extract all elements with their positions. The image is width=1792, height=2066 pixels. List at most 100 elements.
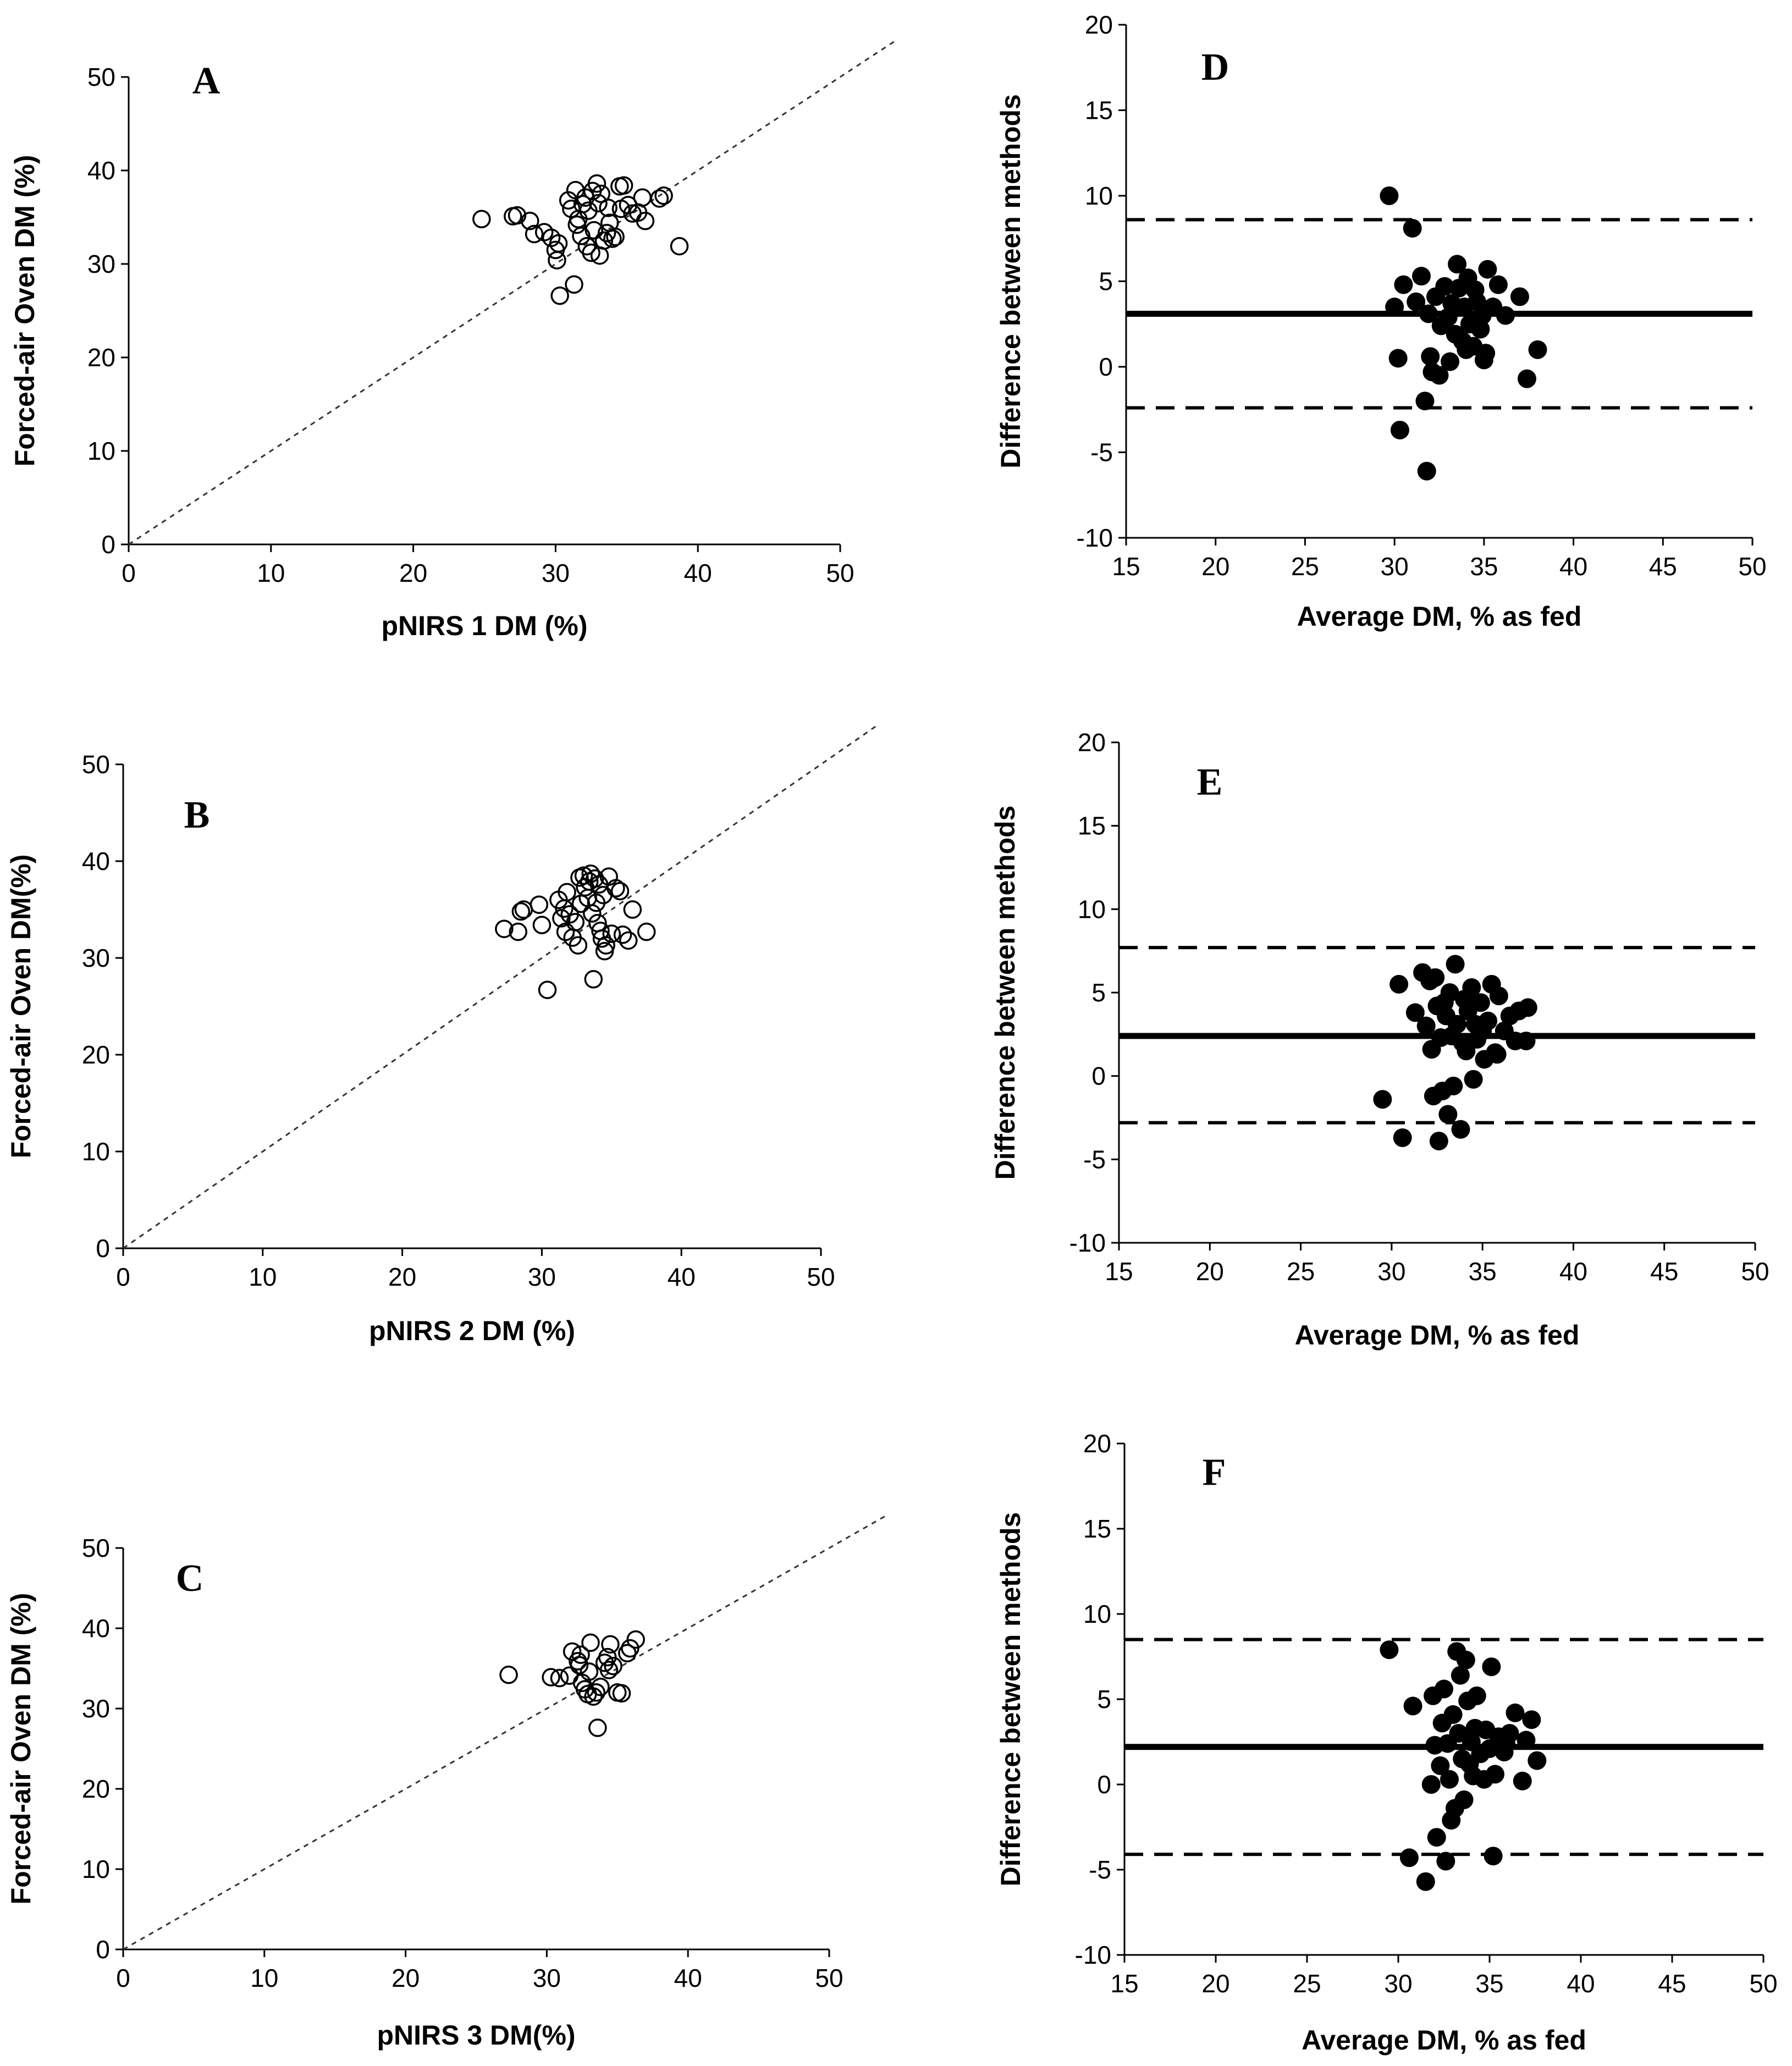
data-point <box>614 176 633 195</box>
data-point <box>599 199 617 217</box>
x-tick-label: 45 <box>1658 1969 1686 1998</box>
data-point <box>581 1633 600 1652</box>
x-tick-label: 15 <box>1105 1257 1133 1286</box>
x-tick-label: 45 <box>1650 1257 1678 1286</box>
data-point <box>1411 267 1431 286</box>
data-point <box>606 227 625 246</box>
x-tick-label: 10 <box>250 1964 278 1992</box>
data-point <box>1453 1033 1472 1052</box>
data-point <box>511 902 531 921</box>
data-point <box>582 243 600 262</box>
data-point <box>572 227 591 245</box>
x-tick-label: 40 <box>1559 552 1587 581</box>
data-point <box>1496 306 1515 325</box>
data-point <box>1419 304 1438 323</box>
data-point <box>1506 1703 1525 1722</box>
data-point <box>1431 1756 1450 1775</box>
data-point <box>1429 1131 1448 1150</box>
chart-panel-d: -10 -5 0 5 10 15 20 15 20 25 30 35 40 45 50 Average DM,… <box>995 10 1767 632</box>
data-point <box>587 1683 606 1702</box>
data-point <box>569 936 588 955</box>
data-point <box>1489 987 1508 1006</box>
data-point <box>1462 978 1481 997</box>
chart-panel-b: 0 10 20 30 40 50 0 10 20 30 40 50 pNIRS 2 DM (%) Forc… <box>5 725 878 1346</box>
y-axis-label: Forced-air Oven DM (%) <box>5 1593 36 1905</box>
chart-panel-f: -10 -5 0 5 10 15 20 15 20 25 30 35 40 45 50 Average DM,… <box>995 1429 1778 2056</box>
y-tick-label: 20 <box>82 1775 110 1803</box>
data-point <box>1510 287 1529 306</box>
data-point <box>1380 186 1399 205</box>
data-point <box>1518 998 1537 1017</box>
x-tick-label: 30 <box>1377 1257 1405 1286</box>
x-axis-label: pNIRS 2 DM (%) <box>369 1315 575 1346</box>
data-point <box>1394 275 1413 294</box>
panel-letter: A <box>192 60 220 102</box>
x-tick-label: 40 <box>1567 1969 1595 1998</box>
chart-panel-a: 0 10 20 30 40 50 0 10 20 30 40 50 pNIRS 1 DM (%) Forc… <box>9 38 898 641</box>
data-point <box>1435 1679 1453 1699</box>
data-point <box>550 1668 569 1688</box>
panel-letter: C <box>176 1557 204 1600</box>
data-point <box>599 1661 619 1679</box>
data-point <box>552 909 571 928</box>
data-point <box>604 1656 622 1676</box>
data-point <box>1388 349 1408 368</box>
y-tick-label: 10 <box>1083 1600 1111 1628</box>
data-point <box>1416 1016 1436 1035</box>
x-tick-label: 30 <box>528 1263 556 1291</box>
data-point <box>525 224 544 244</box>
x-tick-label: 10 <box>249 1263 277 1291</box>
data-point <box>1517 1731 1536 1750</box>
data-point <box>1421 1775 1441 1794</box>
x-axis-label: pNIRS 1 DM (%) <box>382 610 588 641</box>
y-tick-label: 20 <box>1078 728 1106 757</box>
panel-letter: D <box>1201 46 1229 89</box>
data-point <box>1430 366 1449 385</box>
data-point <box>1427 1828 1446 1847</box>
panel-letter: B <box>184 794 210 836</box>
y-tick-label: 0 <box>1097 1770 1111 1799</box>
data-point <box>1496 1734 1515 1753</box>
data-point <box>1417 461 1436 481</box>
data-point <box>550 287 569 305</box>
data-point <box>1465 1718 1485 1738</box>
y-tick-label: 30 <box>82 944 110 972</box>
y-tick-label: 15 <box>1083 1514 1111 1543</box>
x-tick-label: 20 <box>392 1964 420 1992</box>
y-tick-label: -5 <box>1083 1145 1106 1174</box>
x-tick-label: 40 <box>684 559 712 587</box>
data-point <box>1380 1640 1399 1660</box>
data-point <box>633 188 652 207</box>
y-tick-label: 20 <box>1083 1429 1111 1458</box>
y-tick-label: 5 <box>1091 978 1106 1007</box>
data-point <box>1403 1696 1422 1716</box>
x-tick-label: 30 <box>1384 1969 1412 1998</box>
data-point <box>1467 1686 1486 1705</box>
data-point <box>1464 1070 1483 1089</box>
data-point <box>618 1644 637 1663</box>
data-point <box>1435 993 1454 1012</box>
identity-line <box>123 1515 886 1951</box>
y-tick-label: 40 <box>82 1614 110 1643</box>
x-axis-label: Average DM, % as fed <box>1297 601 1582 632</box>
y-tick-label: 40 <box>82 847 110 875</box>
data-point <box>1421 347 1440 366</box>
data-point <box>602 924 621 943</box>
data-point <box>1440 1770 1459 1789</box>
data-point <box>1441 352 1460 371</box>
data-point <box>637 922 656 941</box>
data-point <box>570 1656 589 1674</box>
data-point <box>603 229 622 248</box>
data-point <box>1426 968 1445 987</box>
x-tick-label: 50 <box>1738 552 1766 581</box>
data-point <box>1488 275 1508 294</box>
data-point <box>532 916 552 934</box>
data-point <box>1436 1852 1455 1871</box>
data-point <box>495 919 514 938</box>
y-tick-label: 0 <box>96 1935 110 1964</box>
data-point <box>1517 1031 1536 1050</box>
y-tick-label: 10 <box>1078 895 1106 923</box>
x-tick-label: 20 <box>1196 1257 1224 1286</box>
x-tick-label: 45 <box>1649 552 1677 581</box>
